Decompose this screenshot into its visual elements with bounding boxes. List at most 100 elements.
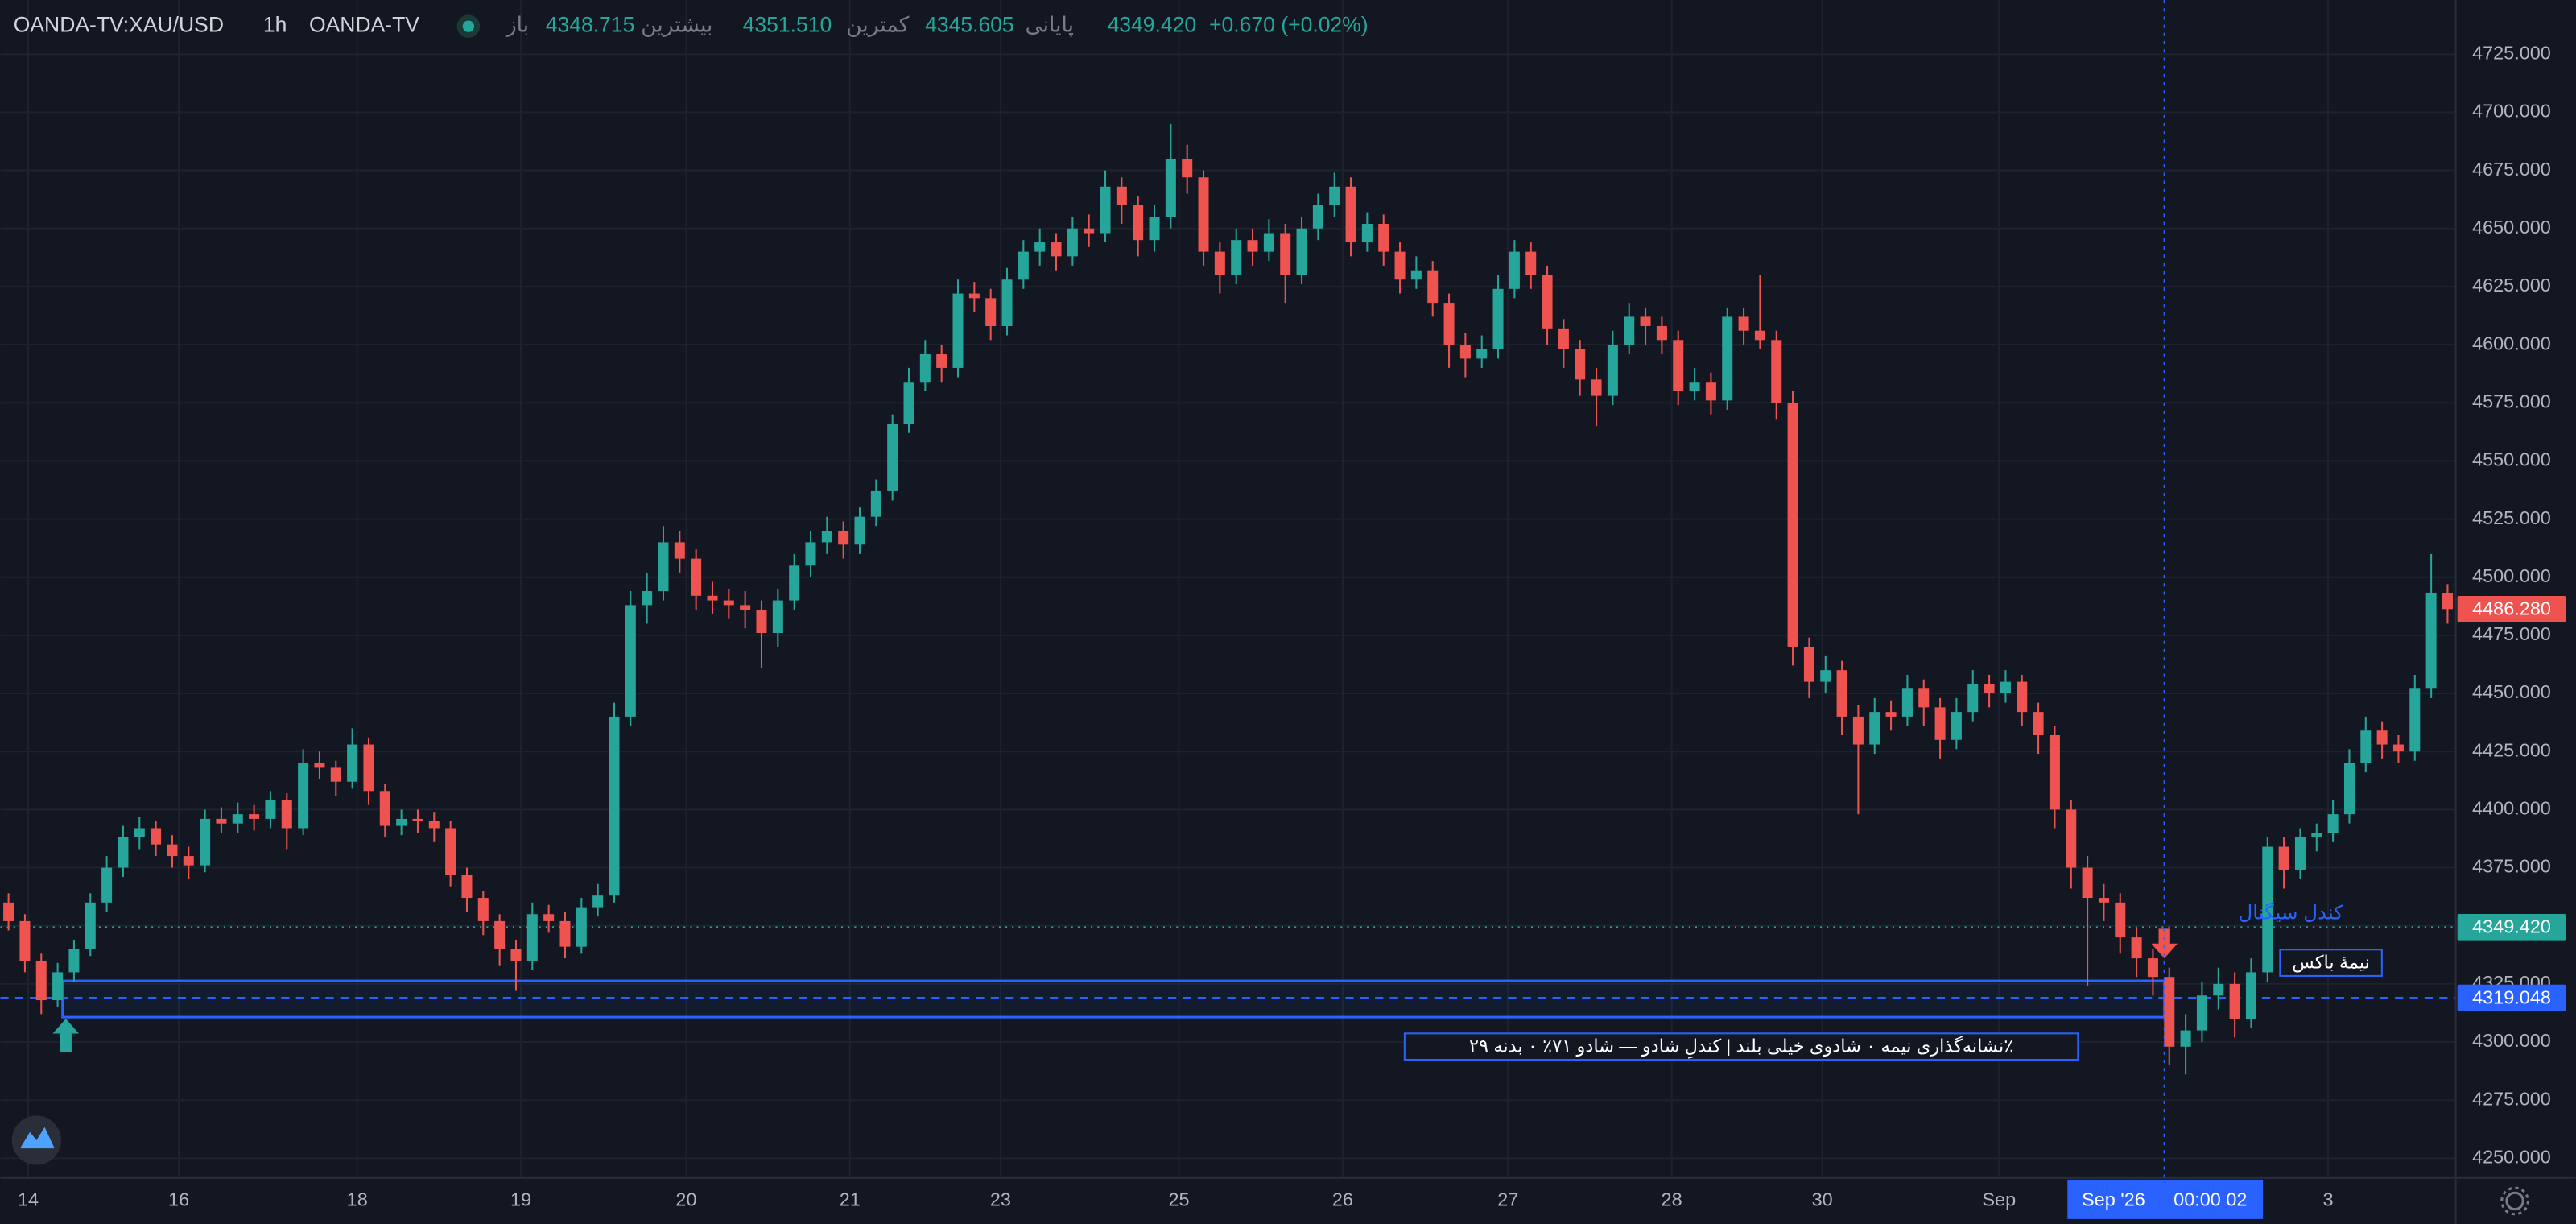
settings-icon[interactable]: [2505, 1191, 2524, 1211]
candle-body: [2098, 898, 2109, 903]
logo[interactable]: [11, 1115, 61, 1165]
crosshair-time-tag: [2067, 1179, 2264, 1219]
note-frame: [1403, 1032, 2079, 1061]
symbol[interactable]: OANDA-TV:XAU/USD: [14, 13, 224, 37]
candle-body: [494, 920, 506, 949]
candle-body: [101, 867, 113, 903]
candle-body: [477, 898, 489, 921]
price-tag-label: 4349.420: [2472, 916, 2551, 937]
candle-body: [1869, 712, 1880, 745]
candle-body: [1361, 223, 1373, 243]
header: OANDA-TV:XAU/USD 1h OANDA-TV باز 4348.71…: [14, 13, 1368, 38]
candle-body: [1476, 349, 1488, 359]
candle-body: [1149, 217, 1160, 241]
candle-body: [510, 949, 522, 961]
candle-body: [691, 558, 702, 596]
x-tick-label: 21: [840, 1189, 861, 1210]
candle-body: [2425, 593, 2437, 689]
candle-body: [216, 818, 227, 824]
candle-body: [1116, 186, 1127, 205]
y-tick-label: 4425.000: [2472, 739, 2551, 760]
candle-body: [1803, 647, 1814, 682]
high-label: بیشترین: [641, 13, 712, 38]
settings[interactable]: [2500, 1186, 2529, 1216]
candle-body: [183, 856, 194, 866]
candle-body: [658, 542, 669, 592]
y-tick-label: 4525.000: [2472, 507, 2551, 528]
y-tick-label: 4300.000: [2472, 1030, 2551, 1051]
candle-body: [1689, 382, 1700, 391]
candle-body: [1459, 345, 1471, 359]
candle-body: [1345, 186, 1356, 243]
interval[interactable]: 1h: [263, 13, 287, 37]
candle-body: [200, 818, 211, 866]
candle-body: [2180, 1030, 2191, 1047]
candle-body: [952, 293, 964, 368]
candle-body: [2082, 867, 2093, 899]
buy-arrow: [52, 1019, 80, 1052]
candle-body: [772, 600, 783, 633]
close-value: 4349.420: [1108, 13, 1197, 37]
candle-body: [1312, 205, 1323, 229]
candle-body: [298, 763, 309, 829]
price-tag-label: 4486.280: [2472, 598, 2551, 619]
settings-teeth[interactable]: [2500, 1186, 2529, 1216]
candle-body: [2049, 734, 2060, 810]
candle-body: [1034, 242, 1046, 252]
y-tick-label: 4575.000: [2472, 391, 2551, 411]
candle-body: [249, 814, 260, 819]
candle-body: [2196, 995, 2207, 1031]
candle-body: [887, 424, 898, 491]
candle-body: [2327, 814, 2339, 833]
candle-body: [1247, 240, 1258, 252]
candle-body: [625, 605, 636, 717]
candle-body: [756, 610, 767, 633]
candle-body: [1738, 316, 1749, 331]
candle-body: [674, 542, 685, 559]
candle-body: [396, 818, 407, 826]
x-tick-label: 26: [1332, 1189, 1353, 1210]
candle-body: [232, 814, 243, 824]
candle-body: [2017, 681, 2028, 713]
candle-body: [1754, 330, 1765, 341]
candle-body: [1984, 684, 1995, 694]
sell-arrow: [2151, 928, 2178, 959]
x-tick-label: 18: [347, 1189, 368, 1210]
candle-body: [1787, 403, 1798, 647]
candle-body: [445, 828, 456, 875]
candle-body: [642, 591, 653, 606]
x-tick-label: 28: [1662, 1189, 1682, 1210]
y-tick-label: 4625.000: [2472, 275, 2551, 296]
candle-body: [167, 844, 178, 857]
candle-body: [363, 744, 374, 792]
candle-body: [1492, 288, 1504, 349]
candle-body: [559, 920, 571, 947]
candle-body: [151, 828, 162, 845]
candle-body: [1542, 275, 1553, 329]
candle-body: [1067, 228, 1078, 257]
candle-body: [281, 800, 292, 829]
x-tick-label: Sep: [1982, 1189, 2016, 1210]
x-tick-label: 3: [2322, 1189, 2333, 1210]
x-tick-label: 30: [1812, 1189, 1833, 1210]
price-tag: [2457, 595, 2566, 622]
candle-body: [870, 490, 881, 517]
logo-icon[interactable]: [19, 1127, 55, 1149]
candle-body: [1918, 688, 1930, 708]
candle-body: [1852, 716, 1864, 745]
candle-body: [1378, 223, 1389, 252]
candle-body: [1001, 279, 1013, 326]
candle-body: [461, 875, 473, 899]
candle-body: [1624, 316, 1635, 345]
candle-body: [2066, 809, 2077, 868]
candle-body: [379, 791, 390, 826]
y-tick-label: 4475.000: [2472, 623, 2551, 644]
source: OANDA-TV: [309, 13, 419, 37]
candle-body: [1591, 379, 1602, 396]
y-tick-label: 4650.000: [2472, 217, 2551, 238]
candle-body: [1182, 159, 1193, 178]
candle-body: [2409, 688, 2421, 752]
candle-body: [2360, 730, 2372, 763]
candle-body: [838, 530, 849, 545]
